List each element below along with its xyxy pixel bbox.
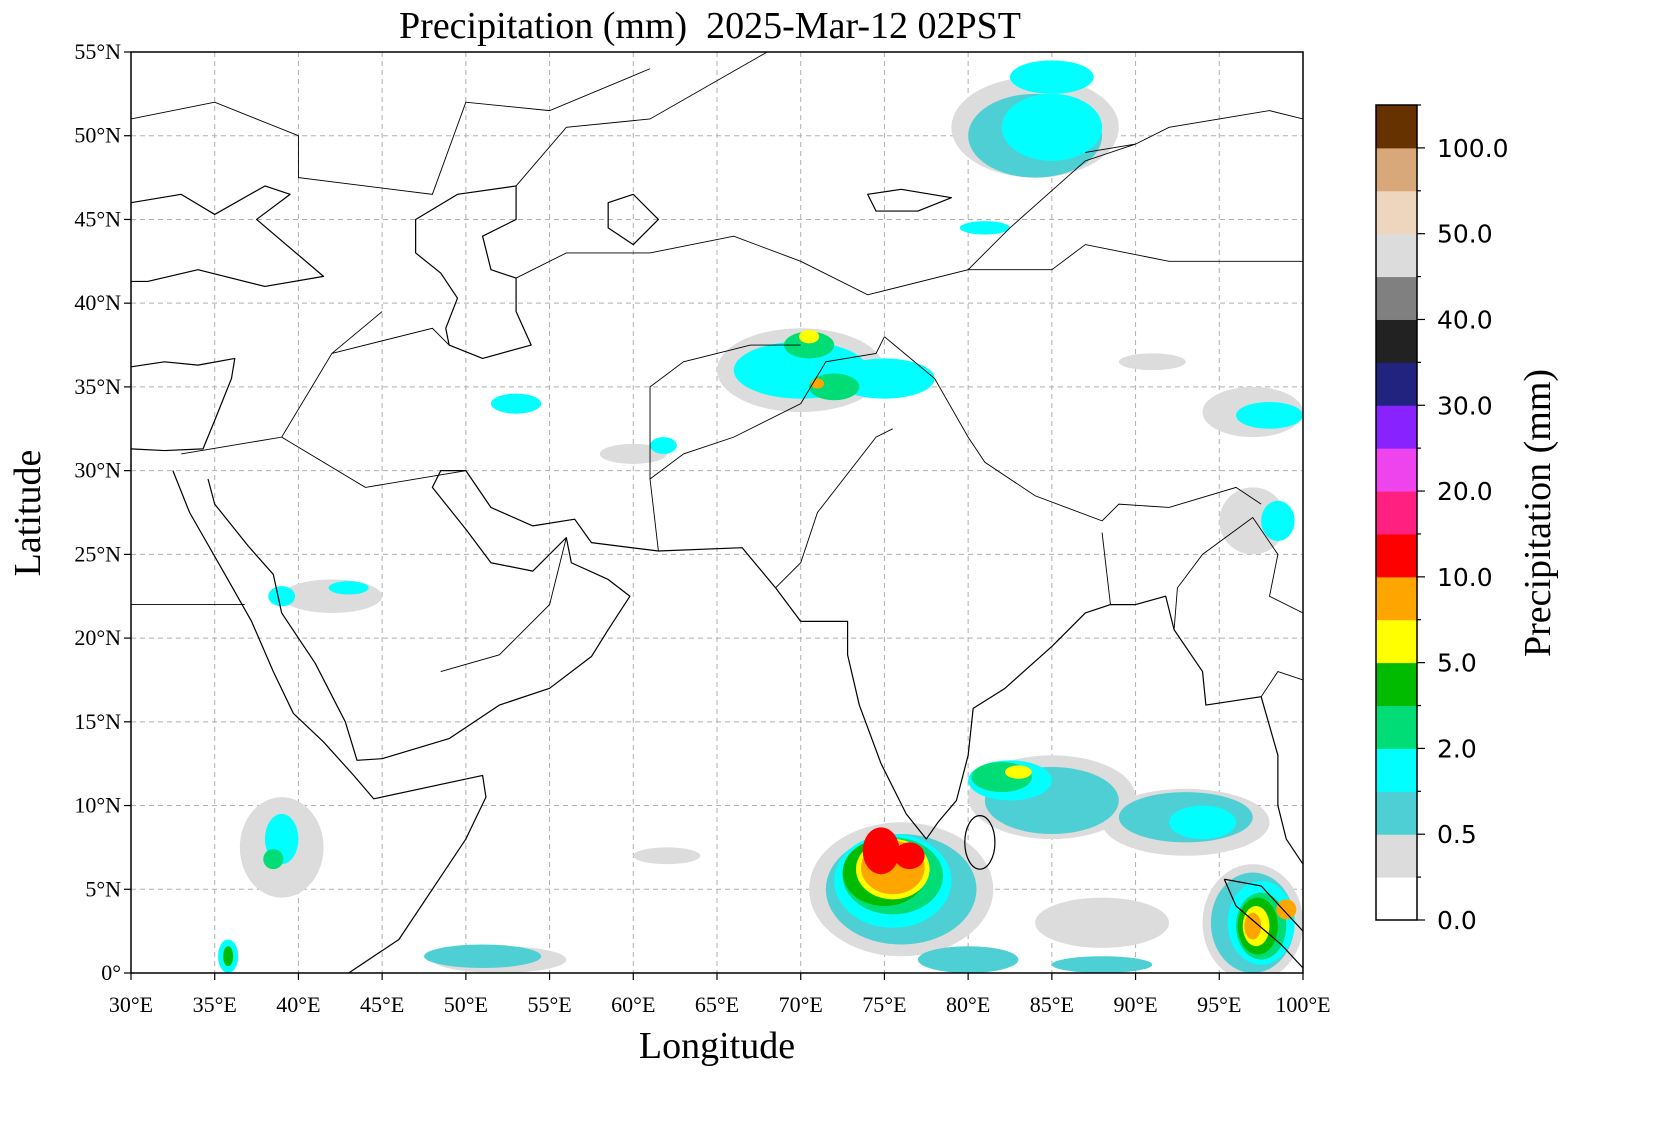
- colorbar-bin: [1376, 877, 1417, 921]
- colorbar-tick-label: 0.0: [1437, 906, 1477, 935]
- colorbar-tick-label: 10.0: [1437, 563, 1493, 592]
- colorbar-bin: [1376, 491, 1417, 535]
- colorbar-frame: [1375, 104, 1418, 921]
- y-tick-label: 45°N: [74, 206, 121, 231]
- x-tick-label: 75°E: [862, 992, 906, 1017]
- colorbar-bin: [1376, 105, 1417, 149]
- colorbar-bin: [1376, 319, 1417, 363]
- y-tick-label: 0°: [101, 960, 121, 985]
- y-axis-label: Latitude: [7, 450, 49, 577]
- coastline: [173, 471, 486, 973]
- x-tick-label: 90°E: [1113, 992, 1157, 1017]
- colorbar-tick-label: 40.0: [1437, 305, 1493, 334]
- colorbar: 0.0 0.5 2.0 5.0 10.0 20.0 30.0 40.0 50.0 100.0: [1375, 104, 1509, 935]
- coastline: [416, 186, 532, 358]
- x-tick-label: 65°E: [695, 992, 739, 1017]
- y-tick-label: 30°N: [74, 458, 121, 483]
- colorbar-bin: [1376, 791, 1417, 835]
- precip-green: [263, 331, 1287, 960]
- precip-light: [239, 77, 1303, 973]
- x-tick-label: 30°E: [109, 992, 153, 1017]
- coastline: [868, 189, 952, 211]
- coastline: [776, 588, 1303, 864]
- x-axis-label: Longitude: [639, 1025, 795, 1067]
- y-tick-label: 10°N: [74, 793, 121, 818]
- coastline: [131, 186, 324, 286]
- x-tick-label: 45°E: [360, 992, 404, 1017]
- colorbar-bin: [1376, 619, 1417, 664]
- x-tick-label: 35°E: [193, 992, 237, 1017]
- axis-ticks: 30°E 35°E 40°E 45°E 50°E 55°E 60°E 65°E 70°E 75°E…: [74, 39, 1330, 1017]
- colorbar-bin: [1376, 576, 1417, 621]
- colorbar-bin: [1376, 834, 1417, 878]
- coastline: [965, 816, 995, 870]
- colorbar-tick-label: 20.0: [1437, 477, 1493, 506]
- x-tick-label: 50°E: [444, 992, 488, 1017]
- geo-layer: [131, 52, 1303, 973]
- y-tick-label: 25°N: [74, 541, 121, 566]
- x-tick-label: 60°E: [611, 992, 655, 1017]
- colorbar-bin: [1376, 362, 1417, 406]
- colorbar-tick-label: 30.0: [1437, 391, 1493, 420]
- y-tick-label: 50°N: [74, 123, 121, 148]
- x-tick-label: 100°E: [1275, 992, 1330, 1017]
- x-tick-label: 40°E: [276, 992, 320, 1017]
- colorbar-bin: [1376, 448, 1417, 492]
- colorbar-bin: [1376, 190, 1417, 235]
- coastline: [608, 194, 658, 244]
- colorbar-bin: [1376, 705, 1417, 749]
- colorbar-bin: [1376, 276, 1417, 320]
- colorbar-tick-label: 5.0: [1437, 649, 1477, 678]
- colorbar-tick-label: 50.0: [1437, 220, 1493, 249]
- x-tick-label: 55°E: [527, 992, 571, 1017]
- colorbar-bin: [1376, 533, 1417, 578]
- y-tick-label: 15°N: [74, 709, 121, 734]
- x-tick-label: 85°E: [1030, 992, 1074, 1017]
- y-tick-label: 55°N: [74, 39, 121, 64]
- y-tick-label: 35°N: [74, 374, 121, 399]
- colorbar-bin: [1376, 233, 1417, 278]
- colorbar-tick-label: 2.0: [1437, 734, 1477, 763]
- colorbar-bin: [1376, 405, 1417, 449]
- colorbar-tick-label: 100.0: [1437, 134, 1509, 163]
- border: [131, 52, 1303, 697]
- map-area: [131, 52, 1303, 973]
- x-tick-label: 70°E: [779, 992, 823, 1017]
- precip-red: [862, 827, 925, 875]
- map-title: Precipitation (mm) 2025-Mar-12 02PST: [399, 5, 1021, 47]
- colorbar-bin: [1376, 147, 1417, 192]
- y-tick-label: 40°N: [74, 290, 121, 315]
- colorbar-bin: [1376, 748, 1417, 792]
- x-tick-label: 80°E: [946, 992, 990, 1017]
- coastline: [208, 471, 776, 761]
- y-tick-label: 5°N: [85, 876, 121, 901]
- colorbar-bin: [1376, 662, 1417, 707]
- coastline: [131, 358, 235, 450]
- coastline: [1224, 879, 1303, 968]
- colorbar-label: Precipitation (mm): [1517, 369, 1559, 657]
- y-tick-label: 20°N: [74, 625, 121, 650]
- colorbar-tick-label: 0.5: [1437, 820, 1477, 849]
- x-tick-label: 95°E: [1197, 992, 1241, 1017]
